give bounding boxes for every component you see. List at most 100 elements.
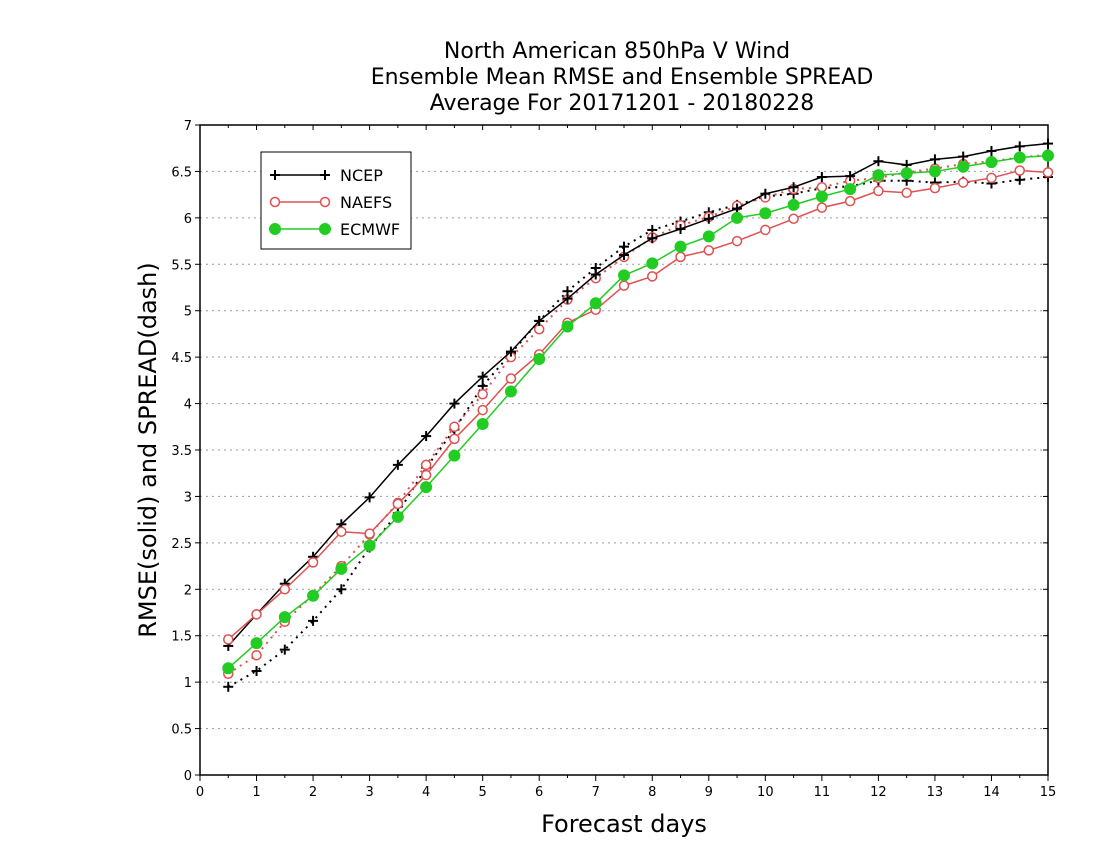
ncep-rmse-point [364,492,375,503]
ncep-rmse-point [816,172,827,182]
naefs-spread-point [477,389,488,400]
x-tick-label: 2 [309,785,317,800]
naefs-rmse-point [816,202,828,213]
naefs-rmse-point [336,526,347,537]
ecmwf-rmse-point [589,297,602,310]
y-tick-label: 2 [184,583,192,598]
ncep-rmse-point [619,250,629,260]
y-tick-label: 5.5 [171,258,192,273]
ncep-rmse-point [986,146,997,156]
ncep-rmse-point [392,459,403,470]
y-tick-label: 0.5 [171,723,192,738]
ncep-rmse-point [929,154,940,165]
ecmwf-rmse-point [307,589,320,602]
ncep-rmse-point [421,431,432,442]
naefs-rmse-point [1042,167,1054,178]
naefs-rmse-point [788,213,799,225]
y-tick-label: 1.5 [171,630,192,645]
naefs-rmse-point [703,245,715,256]
x-tick-label: 4 [422,785,430,800]
ncep-rmse-point [760,188,771,199]
legend-marker-ncep [270,170,280,180]
legend-label-ecmwf: ECMWF [340,220,400,239]
naefs-rmse-point [901,187,912,199]
ecmwf-rmse-point [985,156,998,169]
ecmwf-rmse-point [787,198,800,211]
x-axis-title: Forecast days [541,810,707,838]
y-tick-label: 2.5 [171,537,192,552]
ncep-rmse-point [534,315,545,326]
naefs-rmse-point [873,185,884,197]
ecmwf-rmse-point [900,167,913,180]
naefs-rmse-point [731,235,743,247]
ecmwf-rmse-point [957,160,970,173]
naefs-rmse-point [986,172,997,184]
x-tick-label: 3 [365,785,373,800]
ecmwf-rmse-point [335,562,348,575]
y-tick-label: 6.5 [171,165,192,180]
naefs-rmse-point [647,271,658,282]
x-tick-label: 0 [196,785,204,800]
naefs-rmse-point [505,373,517,384]
ecmwf-rmse-point [928,165,941,178]
y-tick-label: 0 [184,769,192,784]
chart-title-line-1: North American 850hPa V Wind [444,39,790,64]
naefs-rmse-point [957,177,969,188]
y-tick-label: 1 [184,676,192,691]
x-tick-label: 15 [1040,785,1057,800]
ecmwf-rmse-point [278,611,291,624]
ecmwf-rmse-point [476,418,489,430]
ecmwf-rmse-point [872,169,885,182]
naefs-spread-point [449,421,460,433]
naefs-rmse-point [844,195,856,207]
naefs-spread-point [816,181,828,193]
ncep-rmse-point [873,156,884,167]
ecmwf-rmse-point [504,385,517,398]
ecmwf-rmse-point [222,662,235,675]
y-tick-label: 3.5 [171,444,192,459]
ecmwf-rmse-point [1042,149,1054,162]
ncep-rmse-point [1043,138,1053,149]
naefs-rmse-point [251,609,262,620]
naefs-rmse-point [307,557,319,568]
naefs-rmse-point [675,251,686,263]
plot-frame [199,124,1049,776]
legend-box [260,151,412,250]
naefs-spread-point [533,324,545,335]
x-tick-label: 6 [535,785,543,800]
chart-title-line-3: Average For 20171201 - 20180228 [430,91,815,116]
ecmwf-rmse-point [448,449,461,462]
series-layer [222,138,1054,692]
naefs-rmse-point [929,182,941,194]
x-tick-label: 5 [479,785,487,800]
ecmwf-rmse-point [844,183,857,196]
ecmwf-rmse-point [420,481,433,494]
ncep-spread-point [1014,174,1025,185]
y-axis-title: RMSE(solid) and SPREAD(dash) [134,262,162,638]
x-tick-label: 1 [252,785,260,800]
y-tick-label: 7 [184,119,192,134]
ecmwf-rmse-point [250,637,263,650]
naefs-rmse-point [223,634,234,645]
ncep-rmse-point [845,171,856,182]
ncep-spread-point [223,681,234,692]
naefs-rmse-point [420,469,432,481]
legend-marker-naefs [269,196,281,208]
ncep-spread-point [251,666,262,676]
legend-marker-ecmwf [319,223,331,235]
ncep-spread-line [227,176,1049,688]
ncep-rmse-point [958,151,969,162]
chart-title-line-2: Ensemble Mean RMSE and Ensemble SPREAD [371,65,874,90]
y-tick-label: 5 [184,305,192,320]
naefs-rmse-point [477,404,488,416]
ncep-rmse-point [562,293,573,304]
x-tick-label: 9 [705,785,713,800]
ncep-spread-point [308,615,319,626]
ncep-rmse-point [505,346,516,357]
ecmwf-rmse-point [674,240,687,253]
naefs-rmse-point [449,433,460,445]
legend-marker-ncep [320,170,330,180]
legend-label-ncep: NCEP [340,166,383,185]
legend-marker-ecmwf [269,223,281,235]
